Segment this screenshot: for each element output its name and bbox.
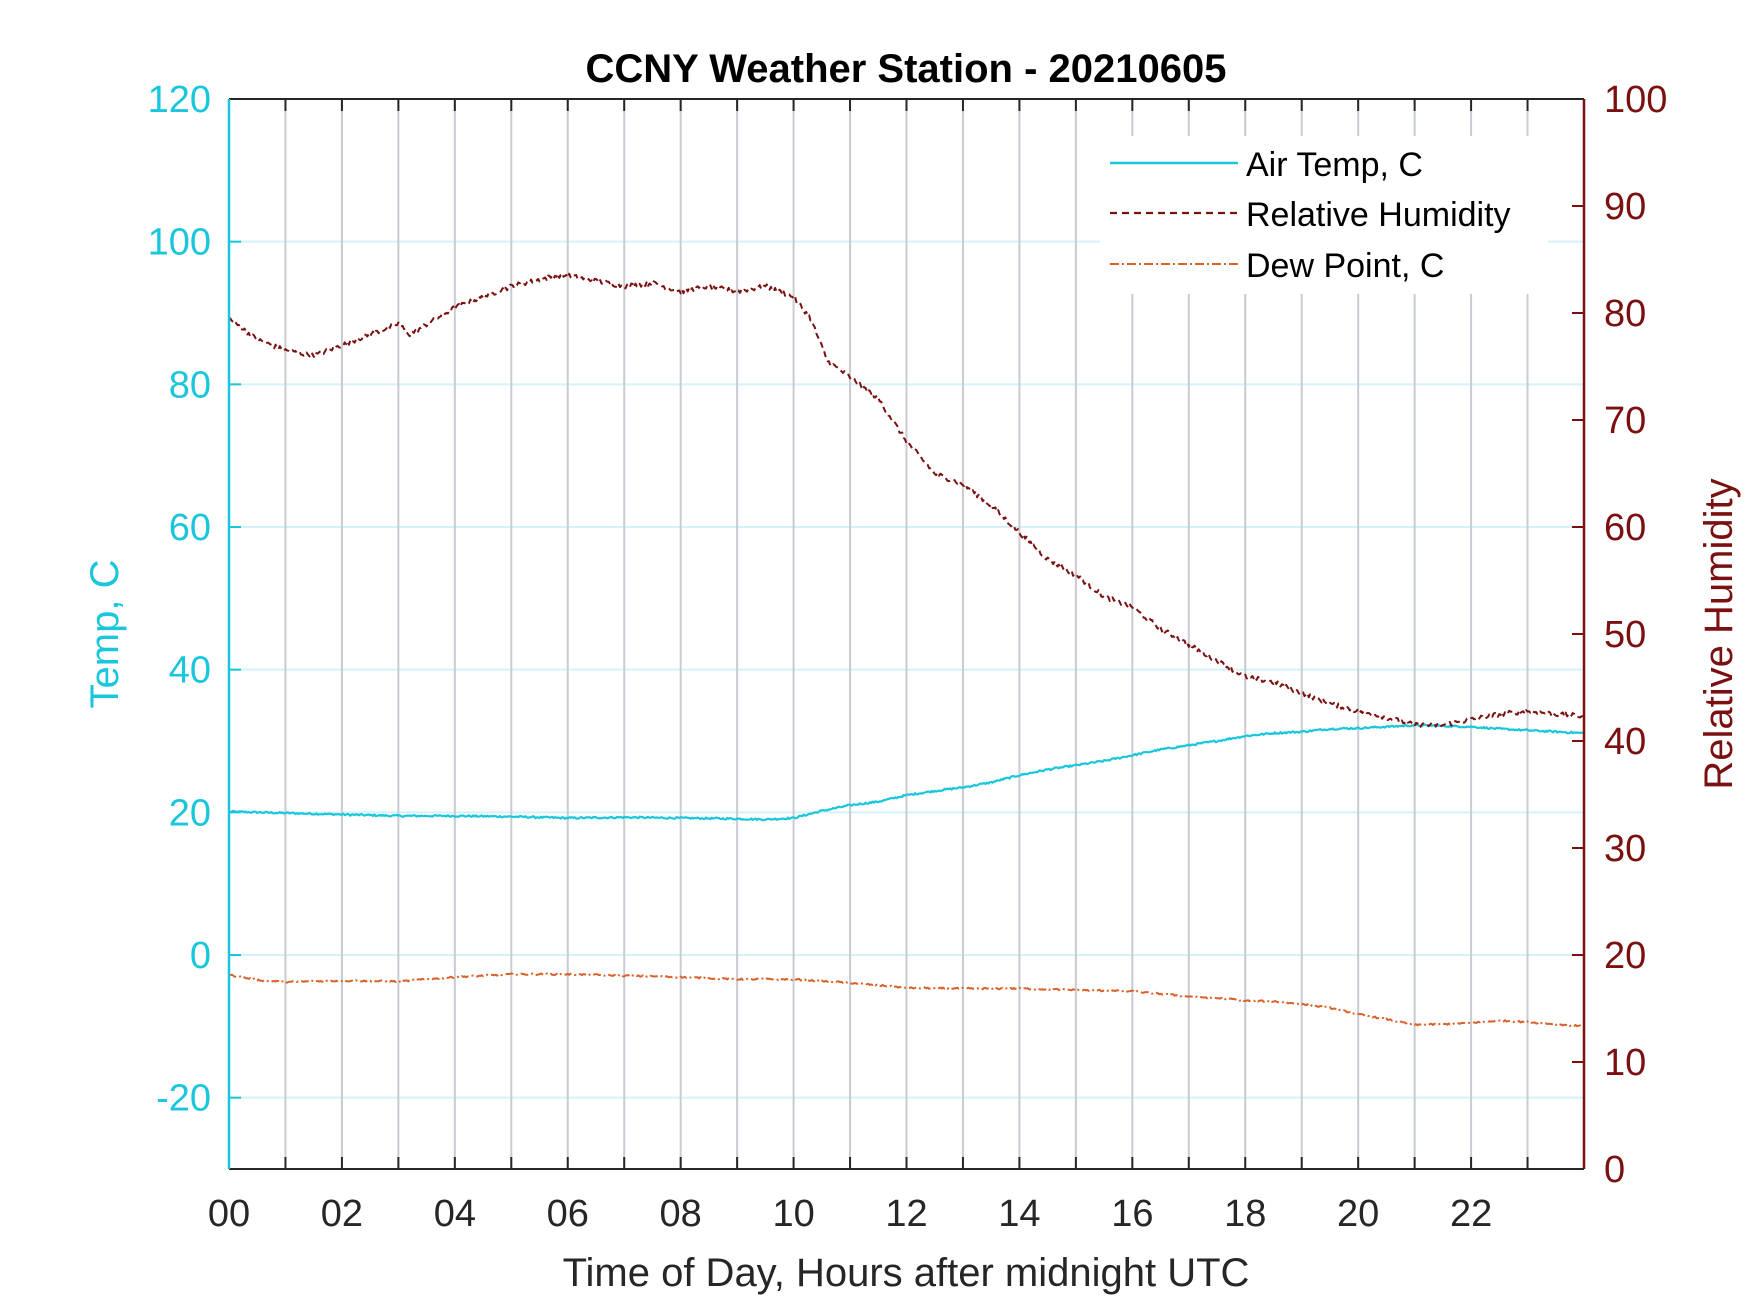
x-tick-label: 16: [1111, 1193, 1153, 1235]
series-line-dew-point: [228, 972, 1585, 1028]
x-tick-label: 06: [547, 1193, 589, 1235]
y-right-tick-label: 0: [1604, 1149, 1625, 1191]
x-axis-label: Time of Day, Hours after midnight UTC: [563, 1251, 1250, 1295]
chart-title: CCNY Weather Station - 20210605: [586, 47, 1227, 91]
y-left-tick-label: 100: [148, 222, 211, 264]
x-tick-label: 12: [885, 1193, 927, 1235]
y-right-tick-label: 20: [1604, 935, 1646, 977]
series-layer: [228, 272, 1585, 1028]
y-left-tick-label: 120: [148, 79, 211, 121]
x-tick-label: 20: [1337, 1193, 1379, 1235]
legend-label-dew: Dew Point, C: [1246, 247, 1444, 285]
y-left-tick-label: 20: [169, 792, 211, 834]
legend-label-rh: Relative Humidity: [1246, 196, 1511, 234]
x-tick-label: 04: [434, 1193, 476, 1235]
y-right-tick-label: 80: [1604, 293, 1646, 335]
x-tick-label: 10: [772, 1193, 814, 1235]
y-left-tick-label: -20: [156, 1078, 211, 1120]
legend-label-temp: Air Temp, C: [1246, 146, 1423, 184]
y-left-tick-label: 80: [169, 364, 211, 406]
y-right-tick-label: 10: [1604, 1042, 1646, 1084]
y-left-tick-label: 60: [169, 507, 211, 549]
y-right-tick-label: 40: [1604, 721, 1646, 763]
x-tick-label: 22: [1450, 1193, 1492, 1235]
y-right-tick-label: 100: [1604, 79, 1667, 121]
x-tick-label: 18: [1224, 1193, 1266, 1235]
x-tick-label: 02: [321, 1193, 363, 1235]
y-left-tick-label: 0: [190, 935, 211, 977]
y-right-tick-label: 90: [1604, 186, 1646, 228]
y-right-tick-label: 70: [1604, 400, 1646, 442]
y-left-tick-label: 40: [169, 650, 211, 692]
x-tick-label: 08: [660, 1193, 702, 1235]
x-tick-label: 14: [998, 1193, 1040, 1235]
legend: Air Temp, C Relative Humidity Dew Point,…: [1100, 136, 1548, 294]
y-right-tick-label: 30: [1604, 828, 1646, 870]
tick-labels: 00 02 04 06 08 10 12 14 16 18 20 22-200204060801001…: [148, 79, 1668, 1235]
series-line-air-temp: [228, 723, 1585, 822]
y-right-tick-label: 60: [1604, 507, 1646, 549]
y-axis-label-right: Relative Humidity: [1697, 478, 1741, 789]
y-axis-label-left: Temp, C: [83, 560, 127, 709]
x-tick-label: 00: [208, 1193, 250, 1235]
y-right-tick-label: 50: [1604, 614, 1646, 656]
